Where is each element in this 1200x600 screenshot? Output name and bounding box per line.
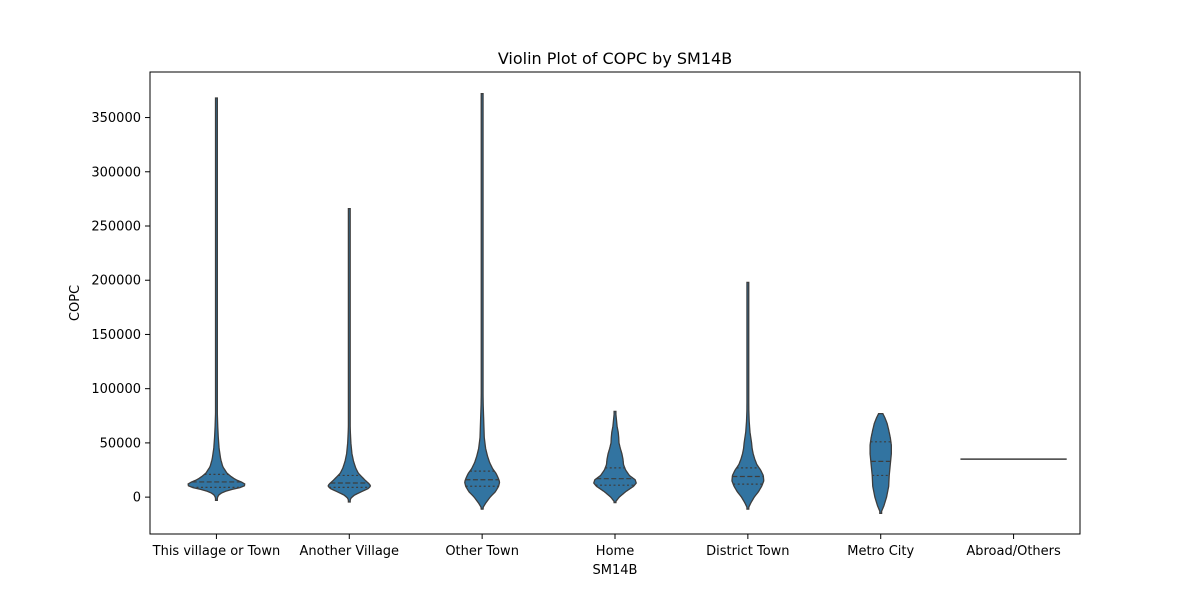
y-tick-label: 350000: [91, 111, 141, 126]
y-tick-label: 50000: [100, 436, 141, 451]
violin-body: [464, 93, 501, 510]
violin-body: [327, 208, 372, 503]
violin-this-village-or-town: [187, 97, 246, 502]
violin-body: [187, 97, 246, 502]
y-tick-label: 0: [133, 491, 141, 506]
violin-body: [593, 410, 637, 504]
violin-body: [731, 281, 765, 510]
x-axis: This village or Town Another Village Other…: [152, 534, 1061, 559]
violin-another-village: [327, 208, 372, 503]
chart-title: Violin Plot of COPC by SM14B: [498, 49, 732, 68]
y-tick-label: 150000: [91, 328, 141, 343]
x-tick-label: Another Village: [300, 544, 400, 559]
violin-other-town: [464, 93, 501, 510]
x-axis-title: SM14B: [593, 563, 638, 578]
x-tick-label: District Town: [706, 544, 789, 559]
violin-district-town: [731, 281, 765, 510]
violin-metro-city: [869, 412, 892, 515]
x-tick-label: Home: [596, 544, 634, 559]
y-axis: 0 50000 100000 150000 200000 250000 300000 3500…: [91, 111, 150, 506]
x-tick-label: Other Town: [445, 544, 519, 559]
x-tick-label: Abroad/Others: [966, 544, 1061, 559]
x-tick-label: This village or Town: [152, 544, 281, 559]
plot-area: [187, 93, 1067, 515]
violin-body: [869, 412, 892, 515]
x-tick-label: Metro City: [847, 544, 914, 559]
y-axis-title: COPC: [68, 285, 83, 321]
y-tick-label: 100000: [91, 382, 141, 397]
violin-home: [593, 410, 637, 504]
y-tick-label: 200000: [91, 274, 141, 289]
y-tick-label: 300000: [91, 165, 141, 180]
y-tick-label: 250000: [91, 220, 141, 235]
